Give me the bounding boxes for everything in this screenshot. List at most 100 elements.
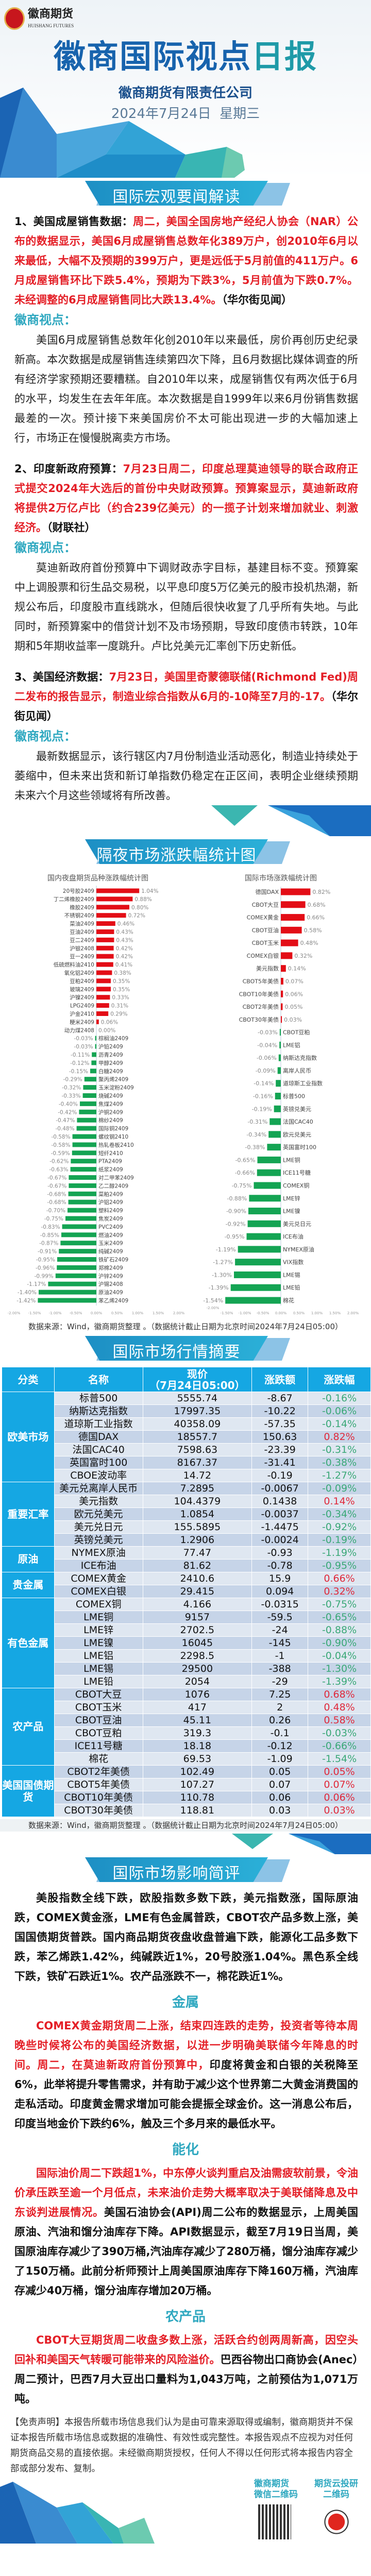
change-cell: 0.05: [251, 1765, 309, 1778]
category-label: 焦炭2409: [98, 1215, 123, 1222]
change-cell: -1.4475: [251, 1520, 309, 1534]
table-row: 德国DAX 18557.7 150.63 0.82%: [2, 1430, 371, 1444]
category-label: 20号胶2409: [63, 888, 94, 894]
price-cell: 16045: [142, 1636, 252, 1650]
bar: [72, 1150, 96, 1156]
name-cell: LME铅: [54, 1675, 143, 1688]
table-row: CBOT30年美债 118.81 0.03 0.03%: [2, 1804, 371, 1817]
pct-cell: 0.66%: [308, 1572, 371, 1585]
category-label: ICE布油: [283, 1233, 303, 1240]
bar: [277, 1067, 281, 1074]
change-cell: 0.03: [251, 1804, 309, 1817]
value-label: 0.43%: [116, 937, 133, 943]
value-label: -0.96%: [36, 1265, 55, 1271]
category-label: CBOT豆油: [252, 926, 279, 934]
chart-title: 国际市场涨跌幅统计图: [245, 874, 317, 883]
bar: [268, 1131, 281, 1138]
value-label: 0.42%: [116, 945, 133, 952]
name-cell: CBOT豆粕: [54, 1726, 143, 1740]
table-row: ICE布油 81.62 -0.78 -0.95%: [2, 1559, 371, 1572]
name-cell: ICE11号糖: [54, 1739, 143, 1753]
name-cell: LME铝: [54, 1649, 143, 1663]
bar: [61, 1232, 96, 1238]
table-source-note: 数据来源：Wind，徽商期货整理 。（数据统计截止日期为北京时间2024年7月2…: [0, 1819, 371, 1832]
price-cell: 4.166: [142, 1598, 252, 1611]
category-label: CBOT大豆: [252, 901, 279, 908]
value-label: -0.06%: [257, 1055, 277, 1061]
table-row: CBOE波动率 14.72 -0.19 -1.27%: [2, 1469, 371, 1482]
value-label: -0.33%: [61, 1093, 80, 1099]
category-label: 英镑兑美元: [283, 1105, 311, 1112]
company-name: 徽商期货有限责任公司: [118, 86, 252, 101]
category-label: CBOT2年美债: [243, 1003, 279, 1010]
page-title: 徽商国际视点日报: [0, 37, 371, 76]
table-row: LME锌 2702.5 -24 -0.88%: [2, 1623, 371, 1637]
category-label: 玉米淀粉2409: [98, 1084, 134, 1091]
name-cell: NYMEX原油: [54, 1546, 143, 1560]
pct-cell: 0.68%: [308, 1688, 371, 1701]
cloud-research-qr-code[interactable]: [317, 2502, 356, 2541]
wechat-qr-code[interactable]: [256, 2502, 293, 2541]
category-label: 氧化铝2409: [64, 970, 94, 976]
table-row: CBOT豆粕 319.3 -0.1 -0.03%: [2, 1726, 371, 1740]
change-cell: -23.39: [251, 1443, 309, 1456]
x-tick-label: -0.50%: [70, 1311, 82, 1315]
value-label: 0.32%: [294, 953, 312, 959]
value-label: -1.27%: [213, 1259, 233, 1266]
category-label: COMEX黄金: [247, 914, 279, 921]
table-row: ICE11号糖 18.18 -0.12 -0.66%: [2, 1739, 371, 1753]
pct-cell: -0.14%: [308, 1417, 371, 1431]
pct-cell: -0.66%: [308, 1739, 371, 1753]
price-cell: 40358.09: [142, 1417, 252, 1431]
category-label: 烧碱2409: [98, 1093, 123, 1099]
category-label: 粳米2409: [70, 1019, 94, 1025]
value-label: 0.33%: [112, 995, 129, 1001]
category-label: 短纤2410: [98, 1150, 123, 1157]
table-row: 棉花 69.53 -1.09 -1.54%: [2, 1752, 371, 1766]
bar: [80, 1101, 96, 1106]
bar: [57, 1265, 96, 1270]
change-cell: 150.63: [251, 1430, 309, 1444]
table-row: 欧元兑美元 1.0854 -0.0037 -0.34%: [2, 1507, 371, 1521]
bar: [84, 1077, 96, 1082]
value-label: -0.63%: [49, 1167, 68, 1173]
qr-label-cloud: 期货云投研 二维码: [314, 2479, 358, 2500]
bar: [281, 888, 311, 895]
category-label: 沪镍2409: [70, 994, 94, 1001]
category-label: 沪锌2409: [98, 1273, 123, 1279]
value-label: 0.66%: [307, 914, 325, 921]
bar: [39, 1290, 96, 1295]
change-cell: -29: [251, 1675, 309, 1688]
price-cell: 1.2906: [142, 1533, 252, 1547]
logo-seal-icon: [4, 7, 25, 30]
value-label: -0.42%: [58, 1109, 77, 1115]
table-row: 纳斯达克指数 17997.35 -10.22 -0.06%: [2, 1404, 371, 1418]
column-header: 名称: [54, 1367, 143, 1392]
category-label: 豆一2409: [70, 954, 94, 960]
bar: [281, 1016, 282, 1023]
table-row: 美元指数 104.4379 0.1438 0.14%: [2, 1495, 371, 1508]
name-cell: CBOT2年美债: [54, 1765, 143, 1778]
value-label: -0.68%: [47, 1199, 66, 1206]
category-label: 低硫燃料油2410: [54, 961, 94, 968]
view-text: 最新数据显示，该行辖区内7月份制造业活动恶化，制造业持续处于萎缩中，但未来出货和…: [14, 750, 358, 802]
news-label: 3、美国经济数据：: [14, 671, 109, 683]
value-label: 0.35%: [113, 987, 130, 993]
section-banner-table: 国际市场行情摘要: [85, 1336, 291, 1363]
price-cell: 155.5895: [142, 1520, 252, 1534]
change-cell: -24: [251, 1623, 309, 1637]
category-label: 热轧卷板2410: [98, 1142, 134, 1148]
price-cell: 7.2895: [142, 1482, 252, 1495]
change-cell: -0.0067: [251, 1482, 309, 1495]
category-label: 棉纱2409: [98, 1117, 123, 1124]
pct-cell: 0.32%: [308, 1585, 371, 1598]
table-row: 欧美市场 标普500 5555.74 -8.67 -0.16%: [2, 1392, 371, 1482]
price-cell: 5555.74: [142, 1392, 252, 1405]
price-cell: 417: [142, 1701, 252, 1714]
category-label: LME铜: [283, 1156, 300, 1163]
value-label: 0.29%: [110, 1011, 127, 1018]
value-label: -0.29%: [63, 1077, 82, 1083]
category-label: 离岸人民币: [283, 1067, 311, 1074]
category-label: 欧元兑美元: [283, 1131, 311, 1138]
category-label: 聚丙烯2409: [98, 1076, 128, 1083]
